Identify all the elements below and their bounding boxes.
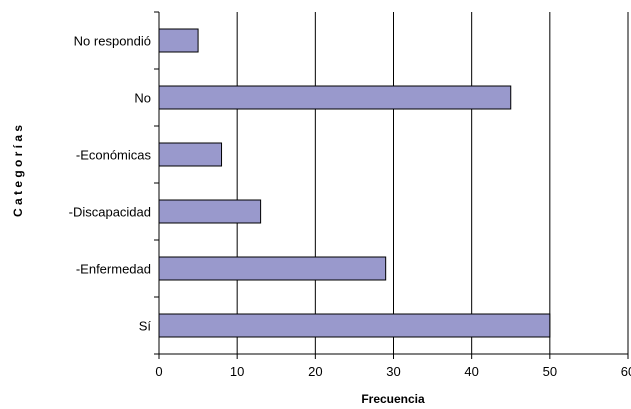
x-tick-labels: 0 10 20 30 40 50 60: [155, 364, 631, 379]
y-axis-title: C a t e g o r í a s: [11, 125, 25, 217]
x-axis-title: Frecuencia: [361, 392, 425, 406]
x-tick-label-40: 40: [464, 364, 478, 379]
y-tick-label-2: -Discapacidad: [69, 205, 151, 220]
axes: [154, 11, 629, 359]
bar-0: [158, 313, 551, 338]
bar-4: [158, 85, 512, 110]
bar-3: [158, 142, 223, 167]
bars: [158, 28, 551, 338]
grid-lines: [236, 12, 629, 354]
y-tick-label-4: No: [134, 91, 151, 106]
y-tick-label-3: -Económicas: [76, 148, 152, 163]
bar-1: [158, 256, 387, 281]
y-tick-labels: Sí -Enfermedad -Discapacidad -Económicas No N…: [69, 34, 152, 334]
x-tick-label-50: 50: [543, 364, 557, 379]
x-tick-label-30: 30: [386, 364, 400, 379]
bar-2: [158, 199, 262, 224]
x-tick-label-10: 10: [230, 364, 244, 379]
y-tick-label-0: Sí: [139, 319, 152, 334]
x-tick-label-20: 20: [308, 364, 322, 379]
bar-5: [158, 28, 199, 53]
y-tick-label-1: -Enfermedad: [76, 262, 151, 277]
y-tick-label-5: No respondió: [74, 34, 151, 49]
x-tick-label-0: 0: [155, 364, 162, 379]
x-tick-label-60: 60: [621, 364, 631, 379]
